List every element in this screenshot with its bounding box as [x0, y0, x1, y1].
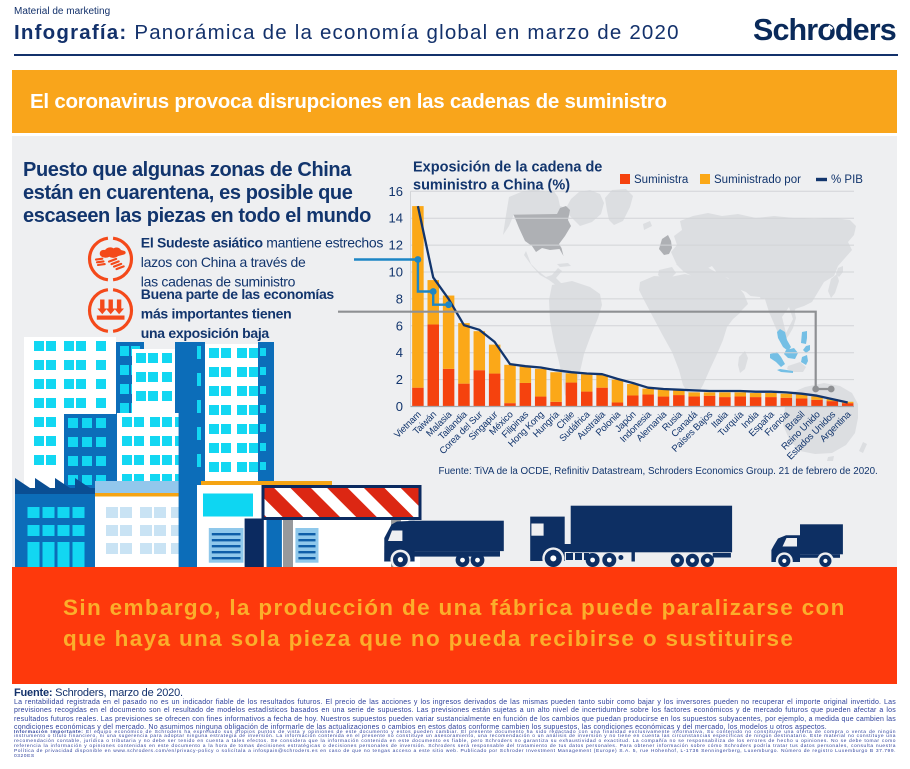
svg-text:más importantes tienen: más importantes tienen	[141, 305, 292, 321]
svg-text:12: 12	[389, 238, 403, 253]
svg-text:14: 14	[389, 211, 403, 226]
svg-text:Puesto que algunas zonas de Ch: Puesto que algunas zonas de China	[23, 159, 352, 181]
svg-text:suministro a China (%): suministro a China (%)	[413, 178, 570, 194]
svg-text:están en cuarentena, es posibl: están en cuarentena, es posible que	[23, 182, 353, 204]
svg-text:16: 16	[389, 184, 403, 199]
svg-text:El Sudeste asiático mantiene e: El Sudeste asiático mantiene estrechos	[141, 235, 384, 251]
svg-text:0: 0	[396, 399, 403, 414]
svg-text:Fuente: TiVA de la OCDE, Refin: Fuente: TiVA de la OCDE, Refinitiv Datas…	[439, 466, 878, 477]
svg-text:Suministrado por: Suministrado por	[714, 174, 801, 186]
svg-text:las cadenas de suministro: las cadenas de suministro	[141, 273, 296, 289]
svg-text:% PIB: % PIB	[831, 174, 863, 186]
svg-text:10: 10	[389, 265, 403, 280]
svg-text:lazos con China a través de: lazos con China a través de	[141, 254, 306, 270]
svg-text:una exposición baja: una exposición baja	[141, 325, 270, 341]
svg-text:Buena parte de las economías: Buena parte de las economías	[141, 286, 335, 302]
svg-text:8: 8	[396, 291, 403, 306]
svg-text:6: 6	[396, 318, 403, 333]
svg-text:Exposición de la cadena de: Exposición de la cadena de	[413, 160, 602, 176]
svg-text:Suministra: Suministra	[634, 174, 689, 186]
svg-text:2: 2	[396, 372, 403, 387]
svg-text:escaseen las piezas en todo el: escaseen las piezas en todo el mundo	[23, 205, 371, 227]
svg-text:4: 4	[396, 345, 403, 360]
